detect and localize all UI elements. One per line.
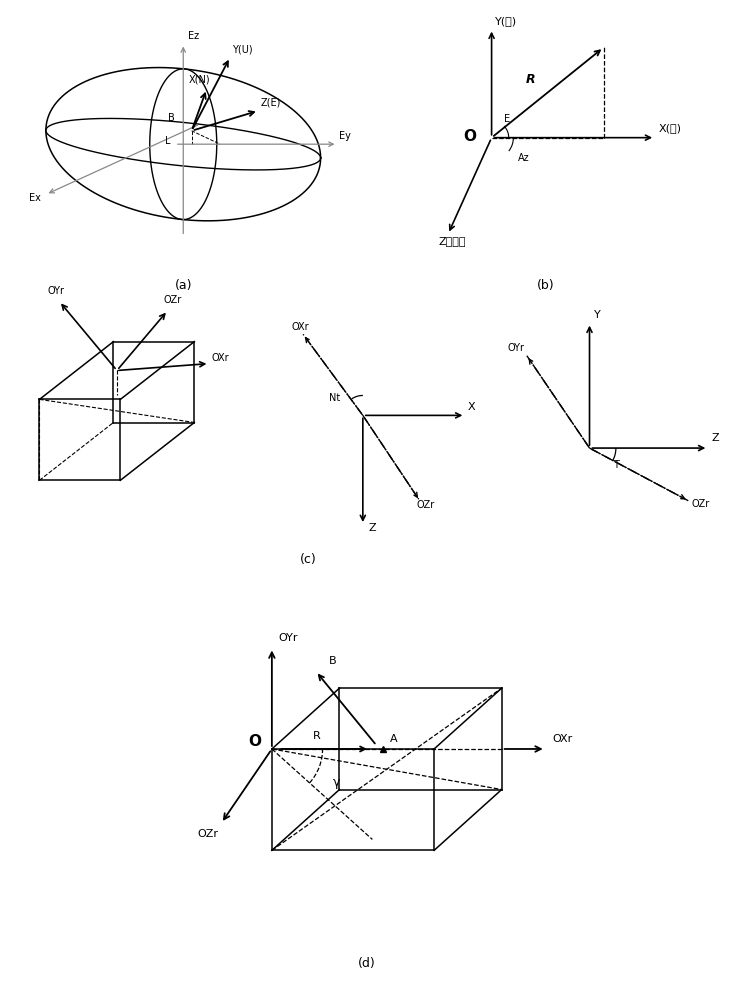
Text: A: A — [390, 734, 398, 744]
Text: Y: Y — [594, 310, 601, 320]
Text: (d): (d) — [358, 956, 375, 970]
Text: L: L — [165, 136, 170, 146]
Text: B: B — [329, 656, 337, 666]
Text: Z: Z — [712, 433, 719, 443]
Text: OZr: OZr — [197, 829, 218, 839]
Text: (c): (c) — [300, 554, 316, 566]
Text: T: T — [613, 460, 619, 470]
Text: OZr: OZr — [417, 500, 435, 510]
Text: γ: γ — [333, 776, 340, 789]
Text: O: O — [463, 129, 476, 144]
Text: Nt: Nt — [328, 393, 340, 403]
Text: Z(E): Z(E) — [260, 98, 281, 108]
Text: Z（东）: Z（东） — [438, 236, 466, 246]
Text: OYr: OYr — [48, 286, 65, 296]
Text: Ey: Ey — [339, 131, 351, 141]
Text: Ex: Ex — [29, 193, 41, 203]
Text: X: X — [468, 402, 476, 412]
Text: OZr: OZr — [692, 499, 710, 509]
Text: (a): (a) — [174, 279, 192, 292]
Text: (b): (b) — [537, 279, 555, 292]
Text: R: R — [312, 731, 320, 741]
Text: Az: Az — [518, 153, 530, 163]
Text: Ez: Ez — [188, 31, 199, 41]
Text: Y(U): Y(U) — [232, 44, 252, 54]
Text: Y(上): Y(上) — [495, 16, 517, 26]
Text: E: E — [504, 114, 510, 124]
Text: X(N): X(N) — [188, 74, 210, 84]
Text: OXr: OXr — [553, 734, 572, 744]
Text: OXr: OXr — [292, 322, 309, 332]
Text: X(北): X(北) — [658, 123, 681, 133]
Text: B: B — [168, 113, 175, 123]
Text: OZr: OZr — [163, 295, 181, 305]
Text: Z: Z — [369, 523, 376, 533]
Text: OXr: OXr — [212, 353, 229, 363]
Text: OYr: OYr — [507, 343, 524, 353]
Text: R: R — [526, 73, 536, 86]
Text: O: O — [248, 734, 261, 749]
Text: OYr: OYr — [279, 633, 298, 643]
